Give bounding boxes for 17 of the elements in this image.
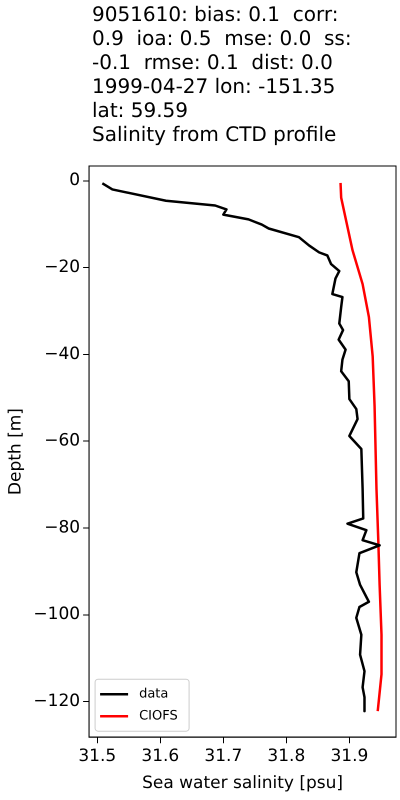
- y-tick-label: −120: [33, 691, 80, 712]
- x-tick-label: 31.7: [204, 746, 242, 766]
- y-tick-label: −100: [33, 604, 80, 624]
- x-tick-label: 31.9: [330, 746, 368, 766]
- y-tick-label: 0: [69, 170, 80, 190]
- y-axis-title: Depth [m]: [6, 408, 26, 496]
- y-tick-label: −80: [44, 517, 80, 538]
- y-tick-label: −40: [44, 344, 80, 364]
- x-tick-label: 31.8: [267, 746, 306, 766]
- legend-label: CIOFS: [139, 708, 178, 724]
- y-tick-label: −20: [44, 256, 80, 277]
- x-tick-label: 31.6: [141, 746, 180, 766]
- y-tick-label: −60: [44, 430, 80, 451]
- x-axis-title: Sea water salinity [psu]: [142, 773, 344, 794]
- legend-label: data: [139, 686, 168, 702]
- x-tick-label: 31.5: [78, 746, 116, 766]
- chart-title: 9051610: bias: 0.1 corr: 0.9 ioa: 0.5 mse: 0.0 ss: -0.1 rmse: 0.1 dist: 0.0 1999-04-27 lon: -151.35 lat: 59.59 Salinity from CTD profile: [92, 2, 352, 146]
